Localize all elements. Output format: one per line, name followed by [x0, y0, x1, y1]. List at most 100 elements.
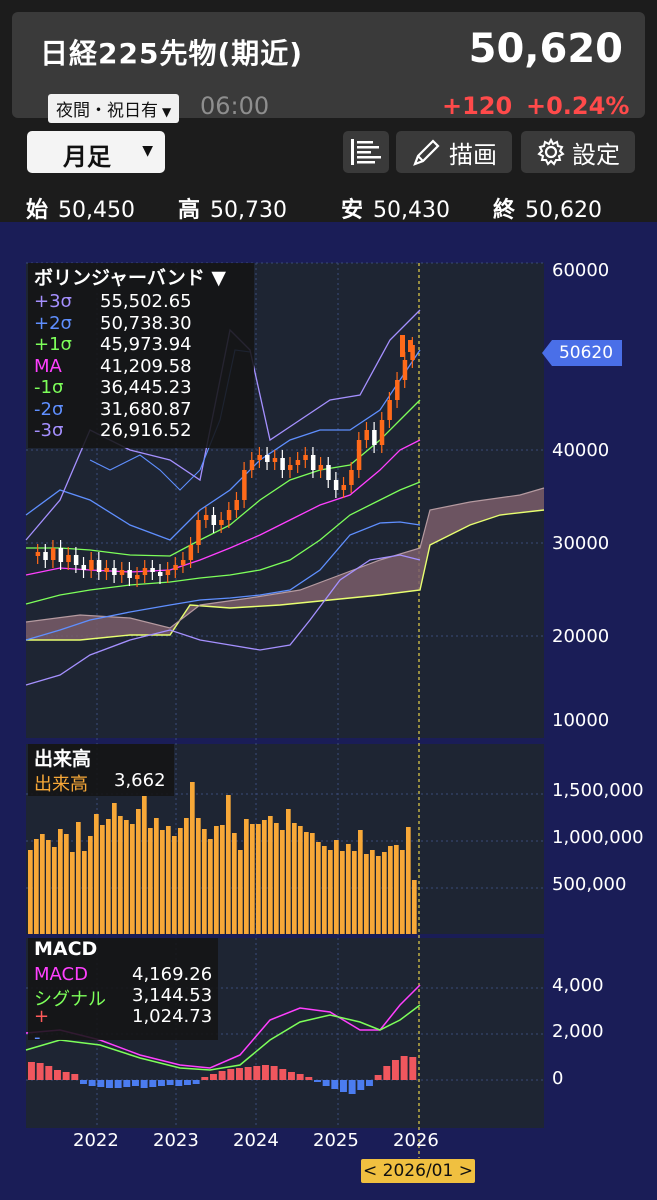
macd-hist-bar	[409, 1057, 417, 1080]
volume-bar	[286, 809, 291, 934]
macd-hist-bar	[28, 1062, 35, 1080]
macd-hist-bar	[253, 1066, 261, 1080]
bb-ma	[25, 439, 421, 576]
macd-hist-bar	[210, 1074, 217, 1080]
bb-legend-value: 50,738.30	[100, 312, 192, 334]
macd-hist-bar	[54, 1070, 61, 1080]
candle-body	[203, 515, 209, 520]
volume-bar	[388, 846, 393, 934]
macd-hist-bar	[374, 1075, 382, 1080]
bb-legend[interactable]: ボリンジャーバンド ▼ +3σ 55,502.65 +2σ 50,738.30 +1σ 4…	[28, 263, 254, 448]
candle-body	[408, 340, 413, 352]
candle-body	[410, 345, 415, 360]
macd-legend-label: +	[34, 1006, 50, 1027]
bar-list-icon	[351, 139, 381, 165]
candle-body	[150, 568, 155, 572]
candle-body	[119, 570, 125, 575]
volume-bar	[202, 829, 207, 934]
last-price-tag-text: 50620	[558, 343, 614, 363]
candle-body	[242, 470, 247, 500]
candle-body	[234, 500, 239, 510]
macd-hist-bar	[322, 1080, 330, 1086]
period-dropdown[interactable]: 月足 ▼	[27, 131, 165, 173]
volume-bar	[250, 824, 255, 934]
macd-hist-bar	[140, 1080, 148, 1088]
candle-body	[272, 458, 278, 462]
volume-bar	[400, 850, 405, 934]
macd-hist-bar	[314, 1080, 321, 1082]
chart-area[interactable]	[0, 222, 657, 1200]
pencil-icon	[413, 139, 440, 166]
macd-hist-bar	[383, 1066, 391, 1080]
volume-bar	[394, 845, 399, 934]
candle-body	[303, 455, 308, 460]
candle-body	[50, 548, 56, 560]
bb-legend-label: +2σ	[34, 312, 72, 334]
candle-body	[43, 552, 48, 560]
bb-legend-title[interactable]: ボリンジャーバンド ▼	[34, 267, 227, 289]
macd-hist-bar	[36, 1063, 44, 1080]
macd-hist-bar	[227, 1069, 235, 1080]
cursor-date-badge[interactable]: < 2026/01 >	[361, 1159, 475, 1183]
price-change: +120	[442, 92, 513, 120]
volume-bar	[34, 839, 39, 934]
macd-legend-label: -	[34, 1027, 41, 1048]
volume-bar	[382, 852, 387, 934]
instrument-title[interactable]: 日経225先物(期近)	[40, 37, 304, 70]
volume-bar	[130, 824, 135, 934]
volume-bar	[358, 830, 363, 934]
volume-bar	[190, 782, 195, 934]
candle-body	[349, 470, 354, 485]
volume-legend-label: 出来高	[34, 774, 88, 795]
macd-hist-bar	[80, 1080, 87, 1084]
candle-body	[35, 552, 41, 556]
session-label: 夜間・祝日有	[56, 101, 158, 121]
volume-bar	[106, 819, 111, 934]
y-tick-label: 1,000,000	[552, 827, 644, 848]
macd-hist-bar	[106, 1080, 113, 1088]
chevron-down-icon: ▼	[142, 143, 153, 159]
volume-bar	[58, 829, 63, 934]
macd-hist-bar	[201, 1077, 209, 1080]
volume-bar	[412, 880, 417, 934]
macd-hist-bar	[71, 1074, 79, 1080]
macd-hist-bar	[305, 1077, 313, 1080]
macd-hist-bar	[166, 1080, 174, 1085]
volume-bar	[142, 796, 147, 934]
ichimoku-cloud	[26, 488, 544, 640]
macd-legend-value: 4,169.26	[132, 964, 213, 985]
open-label: 始	[26, 198, 49, 223]
ohlc-close: 終 50,620	[493, 192, 602, 224]
candle-body	[81, 565, 87, 570]
macd-hist-bar	[244, 1067, 252, 1080]
indicator-list-button[interactable]	[343, 131, 389, 173]
draw-button[interactable]: 描画	[396, 131, 512, 173]
macd-hist-bar	[158, 1080, 165, 1086]
macd-hist-bar	[279, 1069, 287, 1080]
volume-bar	[310, 833, 315, 934]
bb-legend-label: -1σ	[34, 377, 64, 398]
bb-legend-value: 31,680.87	[100, 398, 192, 420]
macd-hist-bar	[123, 1080, 131, 1087]
candle-body	[73, 555, 79, 565]
macd-hist-bar	[88, 1080, 96, 1086]
candle-body	[341, 485, 347, 490]
macd-hist-bar	[348, 1080, 356, 1094]
macd-hist-bar	[97, 1080, 105, 1087]
price-change-percent: +0.24%	[526, 92, 630, 120]
volume-bar	[88, 836, 93, 934]
volume-bar	[244, 819, 249, 934]
candle-body	[219, 520, 224, 525]
low-value: 50,430	[373, 198, 450, 223]
session-dropdown[interactable]: 夜間・祝日有 ▼	[48, 94, 180, 123]
candle-body	[249, 460, 255, 470]
settings-button[interactable]: 設定	[521, 131, 635, 173]
volume-bar	[76, 822, 81, 934]
macd-legend-title: MACD	[34, 938, 98, 960]
macd-hist-bar	[296, 1074, 304, 1080]
ohlc-high: 高 50,730	[178, 192, 287, 224]
period-label: 月足	[63, 143, 111, 171]
candle-body	[280, 458, 285, 470]
volume-bar	[196, 818, 201, 934]
macd-legend-value: 1,024.73	[132, 1006, 213, 1027]
